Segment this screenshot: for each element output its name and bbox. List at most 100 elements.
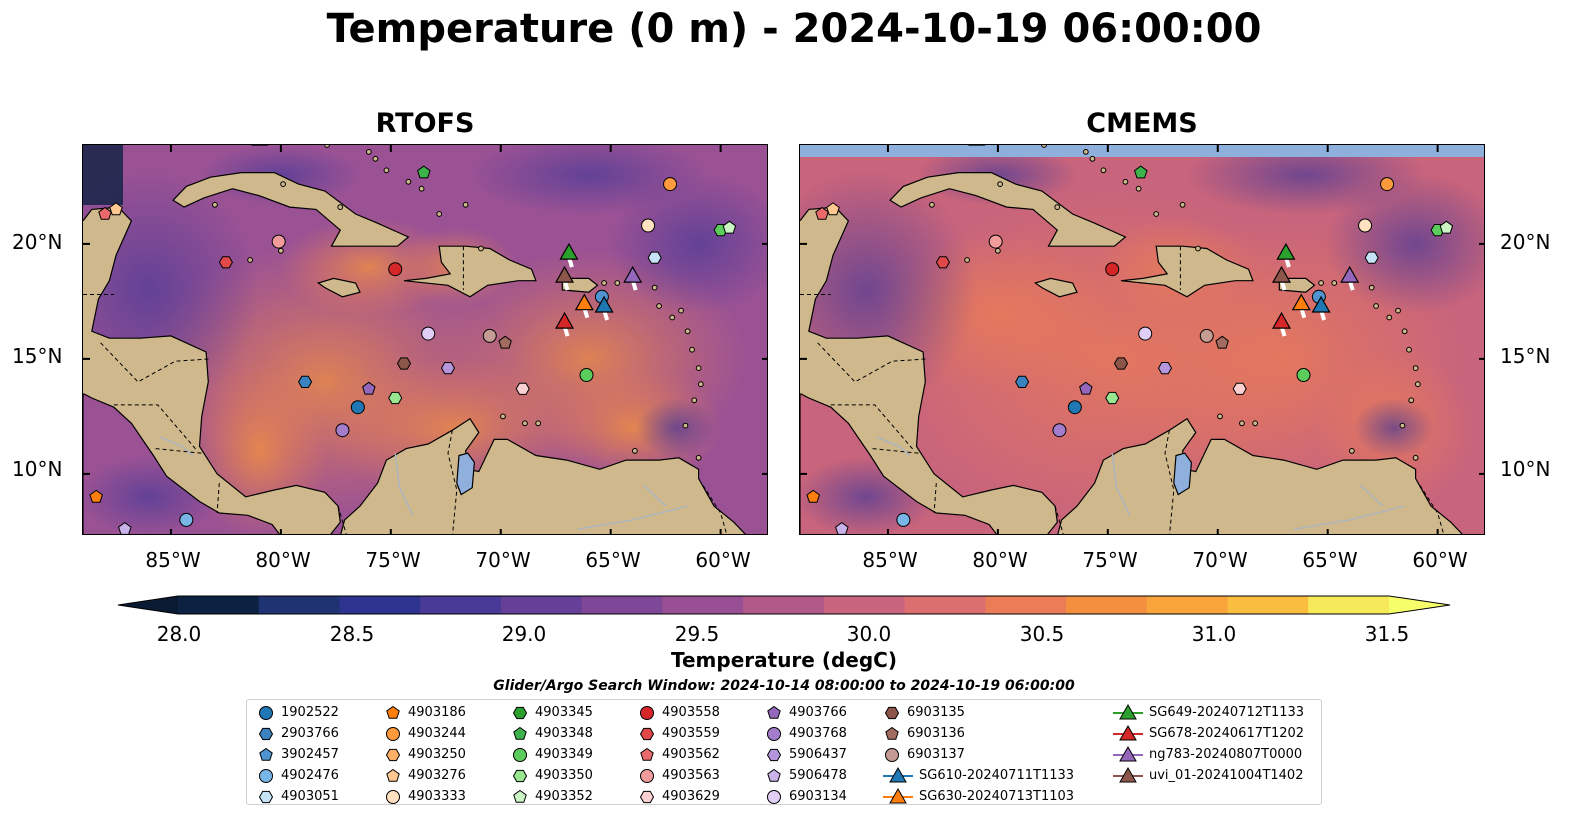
small-island (436, 211, 443, 217)
legend-label: 4903629 (662, 789, 720, 804)
colorbar-tick: 29.5 (674, 622, 720, 646)
glider-marker (1276, 242, 1296, 260)
argo-float-marker (1079, 381, 1093, 395)
small-island (535, 420, 542, 427)
colorbar-segment (985, 596, 1067, 614)
glider-marker (554, 311, 575, 329)
argo-float-marker (271, 234, 286, 249)
legend-marker (885, 726, 899, 740)
argo-float-marker (1105, 391, 1120, 405)
lon-label-70w: 70°W (475, 548, 531, 572)
legend-symbol (767, 768, 781, 782)
land-cuba (172, 172, 410, 247)
colorbar-segment (1308, 596, 1390, 614)
lat-label-10n-left: 10°N (12, 457, 63, 481)
country-border (1054, 505, 1064, 534)
lat-label-10n-right: 10°N (1500, 457, 1551, 481)
small-island (1089, 155, 1096, 162)
legend-entry: 6903137 (883, 744, 1074, 765)
legend-column: 4903345 4903348 4903349 4903350 4903352 (511, 702, 593, 807)
lon-label-65w: 65°W (585, 548, 641, 572)
legend-marker (512, 769, 528, 782)
legend-entry: 4903629 (638, 786, 720, 807)
small-island (929, 201, 935, 208)
legend-symbol (385, 748, 401, 761)
legend-label: 4903350 (535, 768, 593, 783)
legend-symbol (766, 748, 782, 761)
legend-symbol (767, 789, 781, 804)
small-island (1412, 365, 1419, 372)
land-jamaica (1033, 277, 1078, 298)
legend-symbol (259, 747, 273, 761)
argo-float-marker (1157, 362, 1173, 375)
river (1111, 453, 1131, 516)
small-island (1401, 328, 1408, 335)
legend-marker (1113, 724, 1143, 740)
glider-marker (1271, 265, 1292, 283)
argo-float-marker (362, 381, 376, 395)
small-island (682, 422, 689, 429)
legend-entry: 6903136 (883, 723, 1074, 744)
legend-entry: 4903276 (384, 765, 466, 786)
small-island (1412, 454, 1419, 461)
legend-entry: 4903563 (638, 765, 720, 786)
small-island (500, 413, 506, 420)
colorbar-tick: 28.5 (329, 622, 375, 646)
legend-entry: 4903352 (511, 786, 593, 807)
argo-float-marker (421, 326, 436, 341)
legend-marker (640, 705, 654, 720)
small-island (695, 365, 702, 372)
legend-marker (883, 787, 913, 803)
legend-marker (513, 747, 527, 762)
glider-marker (1311, 295, 1331, 313)
small-island (601, 280, 607, 286)
argo-float-marker (1138, 326, 1153, 341)
argo-float-marker (641, 218, 656, 233)
legend-label: 6903134 (789, 789, 847, 804)
legend-label: 4903562 (662, 747, 720, 762)
argo-float-marker (1380, 177, 1395, 192)
legend-label: 6903137 (907, 747, 965, 762)
legend-marker (767, 768, 781, 782)
legend-label: 5906437 (789, 747, 847, 762)
legend-symbol (512, 706, 528, 719)
colorbar-segment (1066, 596, 1148, 614)
legend-label: 4903558 (662, 705, 720, 720)
small-island (678, 307, 684, 314)
colorbar-tick: 30.0 (846, 622, 892, 646)
legend-symbol (885, 726, 899, 740)
argo-float-marker (722, 220, 737, 234)
small-island (372, 155, 379, 162)
small-island (1373, 303, 1379, 309)
figure-title: Temperature (0 m) - 2024-10-19 06:00:00 (326, 6, 1262, 52)
country-border (216, 483, 220, 514)
small-island (405, 178, 412, 185)
lat-label-20n-right: 20°N (1500, 230, 1551, 254)
colorbar-segment (258, 596, 340, 614)
colorbar-segment (662, 596, 744, 614)
argo-float-marker (1199, 328, 1214, 343)
argo-float-marker (1364, 251, 1379, 264)
argo-float-marker (515, 382, 530, 395)
legend-marker (767, 705, 781, 719)
legend-label: 4903250 (408, 747, 466, 762)
legend-entry: 3902457 (257, 744, 339, 765)
legend-entry: 1902522 (257, 702, 339, 723)
lon-label-60w: 60°W (695, 548, 751, 572)
legend-symbol (640, 768, 654, 783)
country-border (830, 404, 915, 452)
argo-float-marker (218, 256, 233, 269)
argo-float-marker (988, 234, 1003, 249)
glider-marker (1271, 311, 1292, 329)
land-central-america (800, 206, 1058, 534)
lon-label-60w: 60°W (1412, 548, 1468, 572)
legend-label: 4902476 (281, 768, 339, 783)
argo-float-marker (298, 375, 313, 388)
argo-float-marker (806, 489, 820, 503)
small-island (1153, 211, 1160, 217)
legend-entry: 4902476 (257, 765, 339, 786)
legend-marker (385, 748, 401, 761)
argo-float-marker (1439, 220, 1454, 234)
colorbar-tick: 31.5 (1364, 622, 1410, 646)
small-island (697, 381, 704, 388)
